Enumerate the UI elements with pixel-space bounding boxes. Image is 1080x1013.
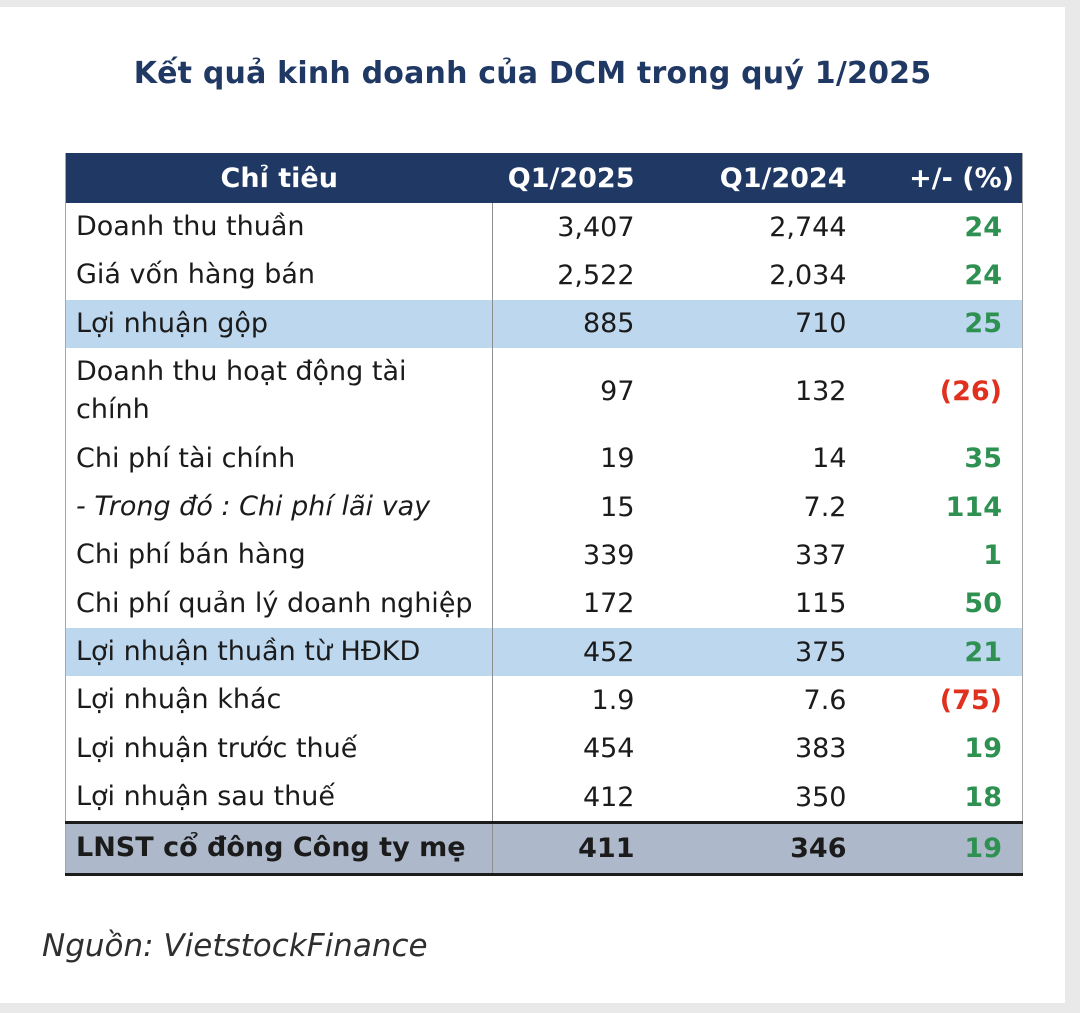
table-row: Lợi nhuận khác 1.9 7.6 (75) — [65, 676, 1023, 725]
header-metric: Chỉ tiêu — [65, 153, 493, 203]
value-q1-2025: 19 — [492, 434, 663, 483]
change-value: 18 — [874, 772, 1023, 823]
change-value: 24 — [874, 251, 1023, 300]
value-q1-2025: 15 — [492, 482, 663, 532]
value-q1-2025: 2,522 — [492, 251, 663, 300]
table-row: Giá vốn hàng bán 2,522 2,034 24 — [65, 251, 1023, 300]
row-label: Doanh thu hoạt động tài chính — [65, 347, 493, 435]
value-q1-2024: 115 — [662, 579, 875, 628]
value-q1-2024: 7.2 — [662, 482, 875, 532]
value-q1-2025: 97 — [492, 347, 663, 435]
value-q1-2024: 2,034 — [662, 251, 875, 300]
header-change: +/- (%) — [874, 153, 1023, 203]
table-header-row: Chỉ tiêu Q1/2025 Q1/2024 +/- (%) — [65, 153, 1023, 203]
financial-results-table: Chỉ tiêu Q1/2025 Q1/2024 +/- (%) Doanh t… — [65, 153, 1023, 876]
value-q1-2025: 454 — [492, 724, 663, 773]
value-q1-2025: 411 — [492, 821, 663, 876]
row-label: Chi phí bán hàng — [65, 531, 493, 580]
table-row: Chi phí bán hàng 339 337 1 — [65, 531, 1023, 580]
change-value: 21 — [874, 627, 1023, 677]
table-row: - Trong đó : Chi phí lãi vay 15 7.2 114 — [65, 482, 1023, 532]
row-label: LNST cổ đông Công ty mẹ — [65, 821, 493, 876]
row-label: Doanh thu thuần — [65, 203, 493, 252]
change-value: (26) — [874, 347, 1023, 435]
row-label: Lợi nhuận gộp — [65, 299, 493, 348]
table-row: Lợi nhuận trước thuế 454 383 19 — [65, 724, 1023, 773]
row-label: Chi phí quản lý doanh nghiệp — [65, 579, 493, 628]
header-q1-2024: Q1/2024 — [662, 153, 875, 203]
value-q1-2025: 1.9 — [492, 676, 663, 725]
change-value: 1 — [874, 531, 1023, 580]
row-label: Lợi nhuận sau thuế — [65, 772, 493, 823]
value-q1-2024: 375 — [662, 627, 875, 677]
value-q1-2024: 14 — [662, 434, 875, 483]
change-value: 19 — [874, 724, 1023, 773]
change-value: (75) — [874, 676, 1023, 725]
value-q1-2025: 885 — [492, 299, 663, 348]
value-q1-2025: 339 — [492, 531, 663, 580]
row-label: Chi phí tài chính — [65, 434, 493, 483]
value-q1-2024: 350 — [662, 772, 875, 823]
value-q1-2025: 452 — [492, 627, 663, 677]
change-value: 35 — [874, 434, 1023, 483]
row-label: Lợi nhuận khác — [65, 676, 493, 725]
page-background: Kết quả kinh doanh của DCM trong quý 1/2… — [0, 7, 1065, 1003]
value-q1-2024: 337 — [662, 531, 875, 580]
table-row: Chi phí tài chính 19 14 35 — [65, 434, 1023, 483]
change-value: 19 — [874, 821, 1023, 876]
table-row: Doanh thu hoạt động tài chính 97 132 (26… — [65, 347, 1023, 435]
table-row-total: LNST cổ đông Công ty mẹ 411 346 19 — [65, 821, 1023, 876]
change-value: 114 — [874, 482, 1023, 532]
table-row: Lợi nhuận gộp 885 710 25 — [65, 299, 1023, 348]
page-title: Kết quả kinh doanh của DCM trong quý 1/2… — [133, 56, 932, 91]
row-label: Lợi nhuận thuần từ HĐKD — [65, 627, 493, 677]
table-row: Chi phí quản lý doanh nghiệp 172 115 50 — [65, 579, 1023, 628]
value-q1-2025: 412 — [492, 772, 663, 823]
value-q1-2024: 2,744 — [662, 203, 875, 252]
row-label: - Trong đó : Chi phí lãi vay — [65, 482, 493, 532]
change-value: 25 — [874, 299, 1023, 348]
value-q1-2024: 710 — [662, 299, 875, 348]
source-note: Nguồn: VietstockFinance — [42, 927, 428, 964]
row-label: Lợi nhuận trước thuế — [65, 724, 493, 773]
value-q1-2025: 3,407 — [492, 203, 663, 252]
value-q1-2025: 172 — [492, 579, 663, 628]
table-row: Lợi nhuận thuần từ HĐKD 452 375 21 — [65, 627, 1023, 677]
value-q1-2024: 132 — [662, 347, 875, 435]
value-q1-2024: 383 — [662, 724, 875, 773]
change-value: 24 — [874, 203, 1023, 252]
header-q1-2025: Q1/2025 — [492, 153, 663, 203]
table-row: Doanh thu thuần 3,407 2,744 24 — [65, 203, 1023, 252]
table-row: Lợi nhuận sau thuế 412 350 18 — [65, 772, 1023, 823]
row-label: Giá vốn hàng bán — [65, 251, 493, 300]
change-value: 50 — [874, 579, 1023, 628]
value-q1-2024: 7.6 — [662, 676, 875, 725]
value-q1-2024: 346 — [662, 821, 875, 876]
